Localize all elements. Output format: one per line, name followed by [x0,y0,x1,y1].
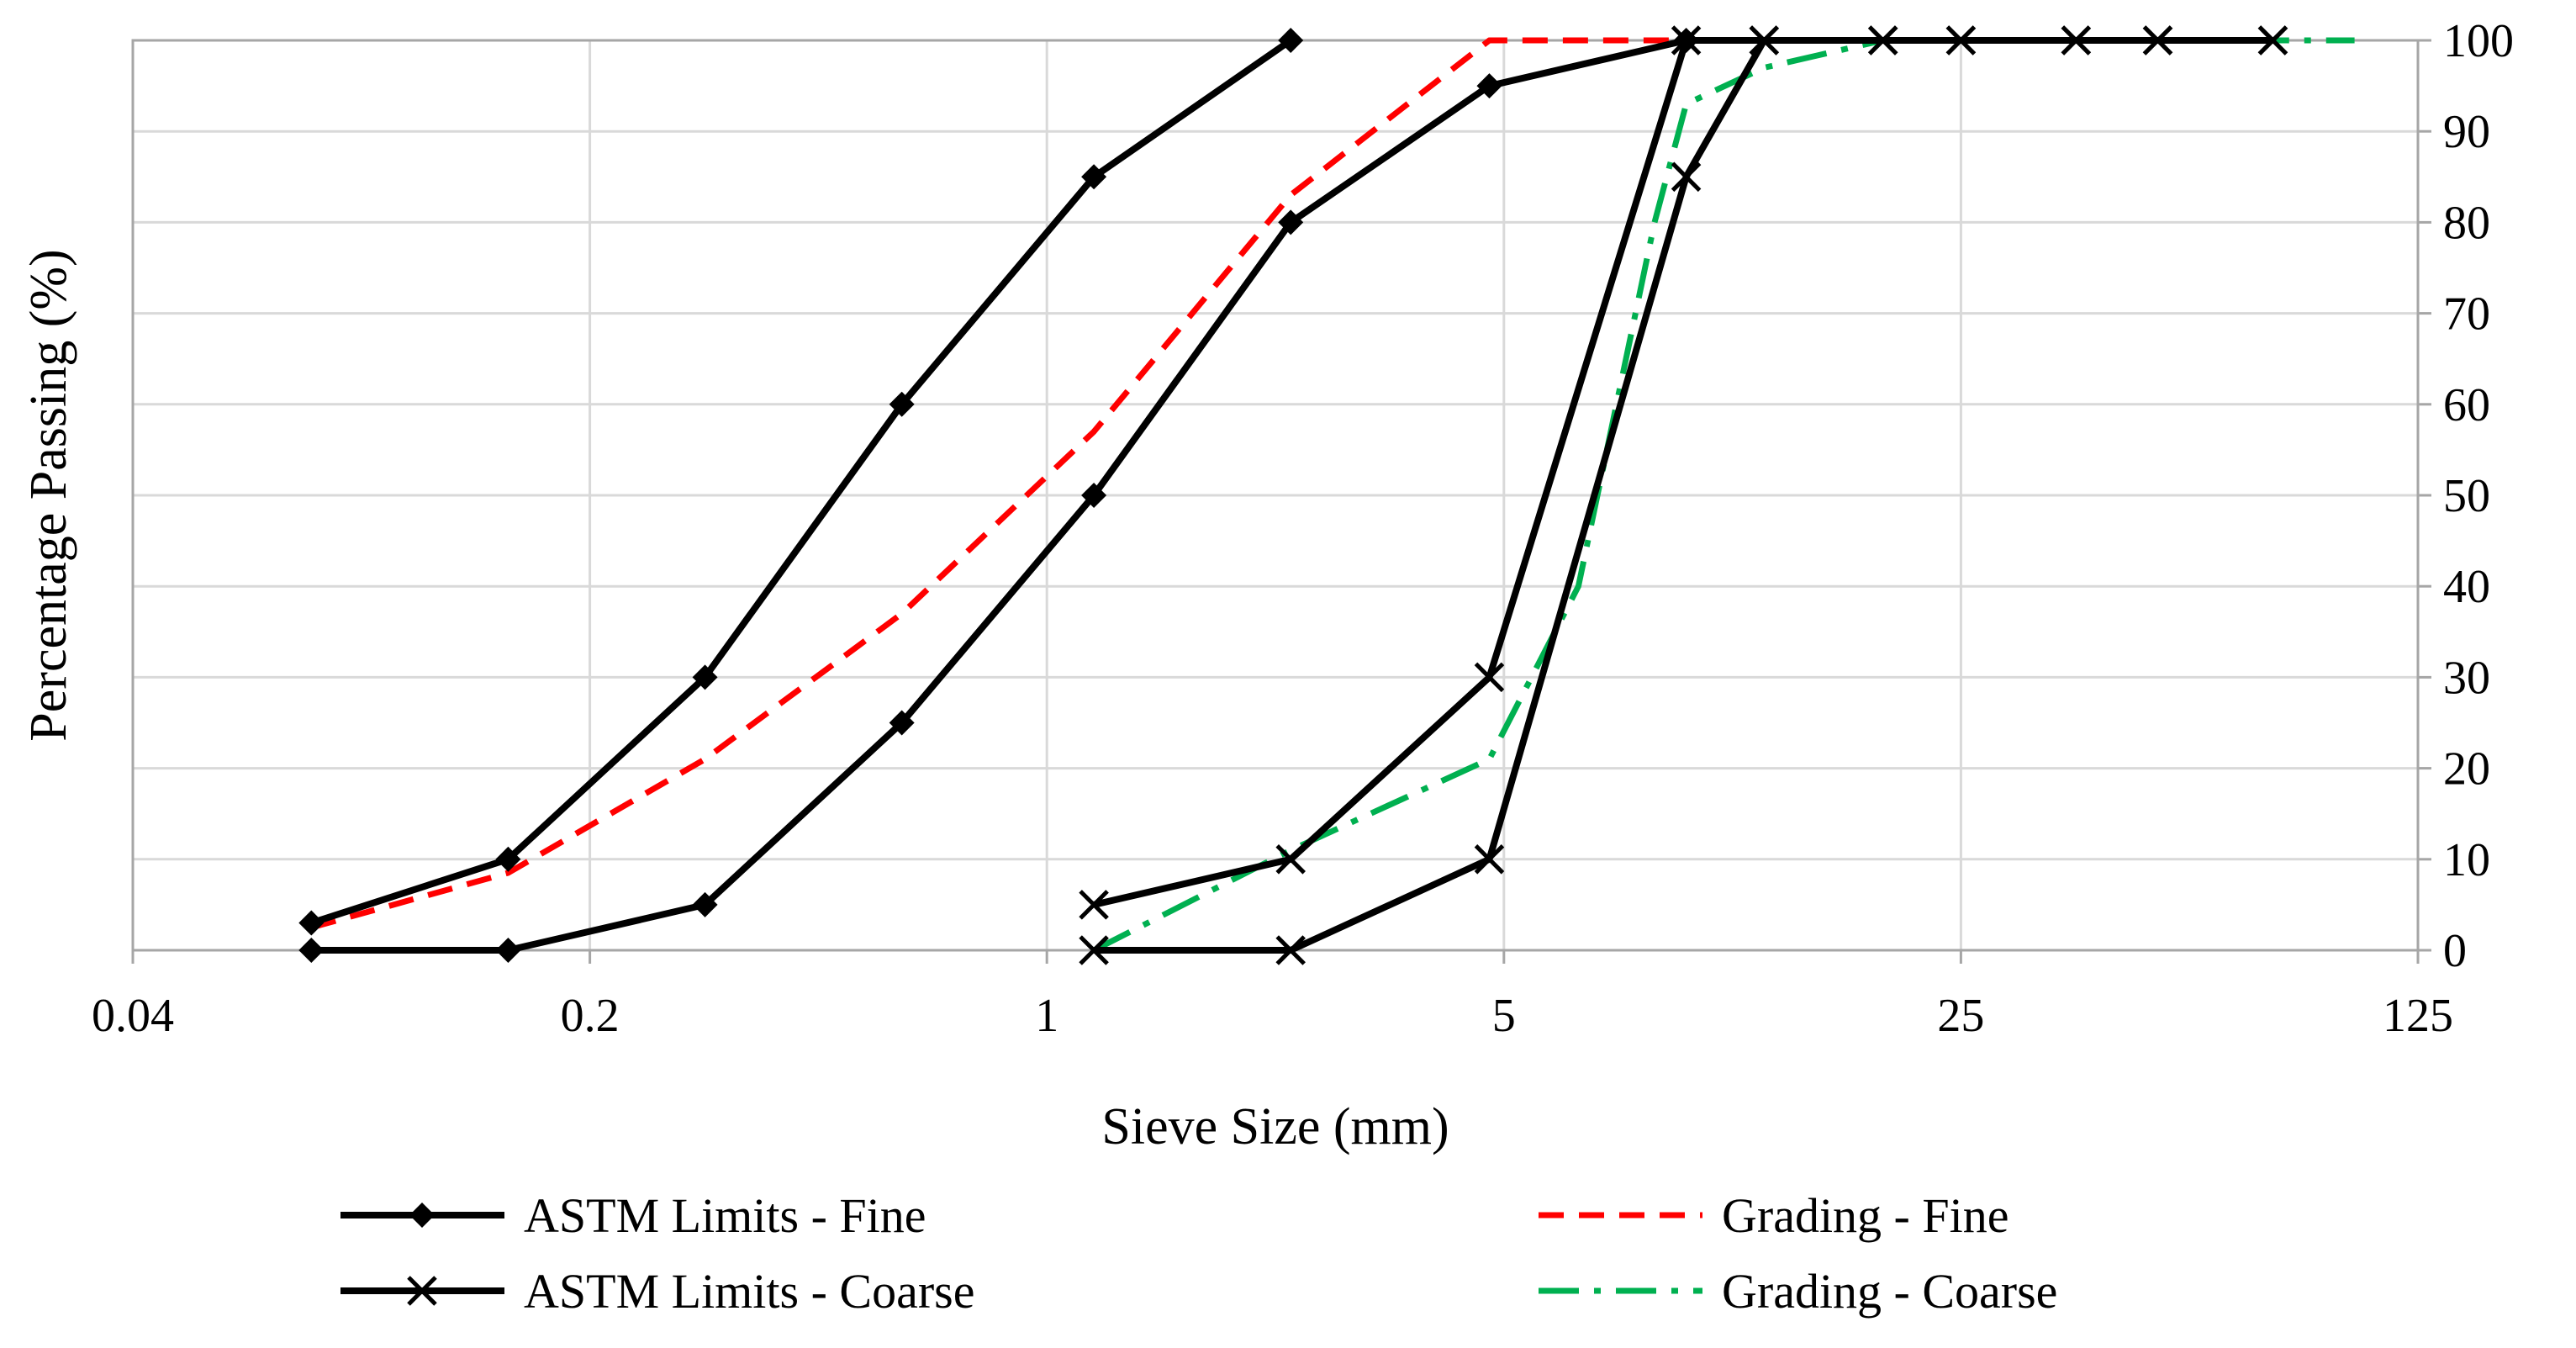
series-astm-fine [298,28,1699,963]
x-marker [2061,25,2092,56]
x-tick-label: 25 [1937,990,1984,1042]
legend-item-grading-fine: Grading - Fine [1539,1188,2009,1243]
x-tick-label: 0.2 [561,990,620,1042]
x-marker [1275,935,1306,965]
x-marker [1474,844,1505,875]
x-marker [2257,25,2288,56]
x-marker [1275,844,1306,875]
x-marker [407,1276,437,1306]
y-tick-label: 90 [2443,106,2490,158]
legend-label: ASTM Limits - Coarse [524,1264,974,1319]
diamond-marker [495,846,521,872]
diamond-marker [1278,209,1304,235]
x-marker [1945,25,1977,56]
y-tick-label: 0 [2443,925,2467,977]
x-marker [2142,25,2173,56]
diamond-marker [1673,28,1699,53]
diamond-marker [1081,164,1107,190]
x-tick-label: 5 [1492,990,1516,1042]
legend-label: Grading - Coarse [1722,1264,2057,1319]
legend-item-astm-fine: ASTM Limits - Fine [340,1188,926,1243]
x-marker [1079,935,1109,965]
x-marker [1474,662,1505,693]
y-tick-label: 100 [2443,15,2514,67]
y-tick-label: 80 [2443,197,2490,249]
y-tick-label: 70 [2443,288,2490,341]
x-tick-label: 1 [1035,990,1058,1042]
diamond-marker [889,391,915,417]
series-group [298,25,2355,965]
series-line-astm-fine [310,37,1293,927]
diamond-marker [692,664,718,690]
series-line-astm-fine [311,37,1687,954]
series-grading-fine [310,37,1687,931]
series-line-astm-coarse [1094,37,2273,954]
x-marker [1867,25,1898,56]
y-tick-label: 60 [2443,379,2490,431]
axis-ticks: 0 10 20 30 40 50 60 70 80 90 100 0.04 0.2 1 5 25 125 [92,15,2514,1042]
y-tick-label: 30 [2443,652,2490,704]
diamond-marker [889,710,915,736]
diamond-marker [409,1203,435,1228]
legend-label: ASTM Limits - Fine [524,1188,926,1243]
legend-label: Grading - Fine [1722,1188,2009,1243]
diamond-marker [495,938,521,963]
diamond-marker [298,910,325,936]
x-tick-label: 0.04 [92,990,174,1042]
y-tick-label: 50 [2443,470,2490,522]
diamond-marker [1081,483,1107,508]
x-marker [1749,25,1780,56]
x-marker [1671,161,1702,193]
y-tick-label: 40 [2443,561,2490,613]
diamond-marker [692,891,718,917]
x-tick-label: 125 [2383,990,2453,1042]
series-astm-coarse [1079,25,2288,965]
x-axis-title: Sieve Size (mm) [1101,1098,1449,1155]
legend: ASTM Limits - Fine ASTM Limits - Coarse Gr… [340,1188,2057,1319]
y-tick-label: 10 [2443,834,2490,886]
series-line-grading-fine [310,37,1687,931]
diamond-marker [1278,28,1304,53]
legend-item-grading-coarse: Grading - Coarse [1539,1264,2057,1319]
diamond-marker [298,938,325,963]
y-axis-title: Percentage Passing (%) [20,249,77,741]
legend-item-astm-coarse: ASTM Limits - Coarse [340,1264,974,1319]
x-marker [1079,890,1109,920]
diamond-marker [1476,73,1502,99]
y-tick-label: 20 [2443,743,2490,796]
